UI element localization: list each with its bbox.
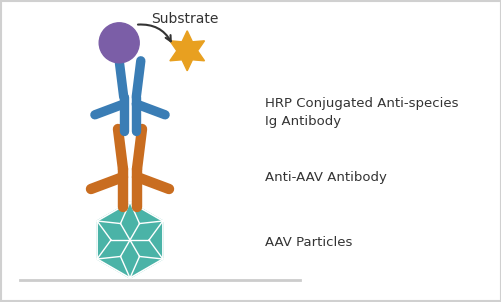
Text: AAV Particles: AAV Particles xyxy=(265,236,352,249)
Circle shape xyxy=(99,23,139,63)
Text: Anti-AAV Antibody: Anti-AAV Antibody xyxy=(265,171,386,184)
Text: Substrate: Substrate xyxy=(151,12,218,26)
Text: HRP Conjugated Anti-species
Ig Antibody: HRP Conjugated Anti-species Ig Antibody xyxy=(265,97,457,127)
Polygon shape xyxy=(97,202,163,278)
Polygon shape xyxy=(169,31,204,71)
